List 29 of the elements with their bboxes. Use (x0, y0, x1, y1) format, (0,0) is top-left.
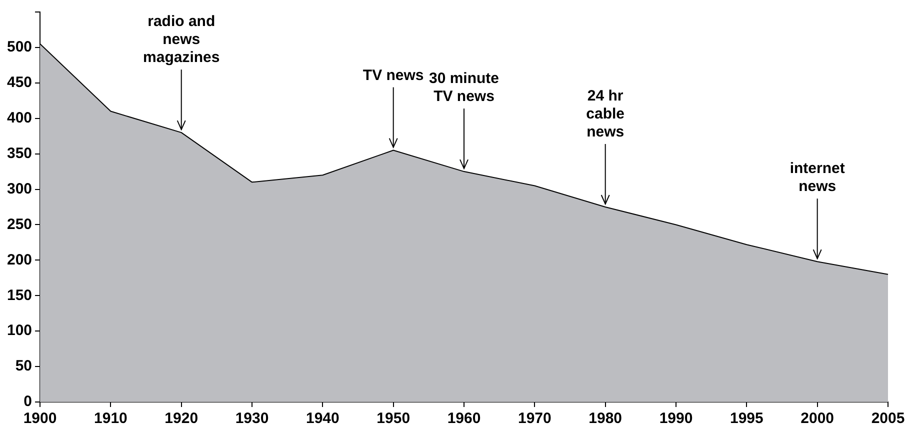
y-tick-label: 0 (24, 393, 32, 410)
x-tick-label: 1980 (588, 410, 622, 428)
x-tick-label: 1920 (164, 410, 198, 428)
annotation: TV news (362, 66, 424, 84)
x-tick-label: 1900 (23, 410, 57, 428)
annotation: 24 hr cable news (586, 88, 625, 141)
x-tick-label: 1950 (376, 410, 410, 428)
y-tick-label: 50 (15, 358, 32, 375)
x-tick-label: 1940 (306, 410, 340, 428)
y-tick-label: 450 (6, 74, 32, 92)
x-tick-label: 1990 (659, 410, 693, 428)
x-tick-label: 2005 (871, 410, 905, 428)
annotation: internet news (790, 160, 845, 196)
y-tick-label: 200 (6, 251, 32, 268)
x-tick-label: 1960 (447, 410, 481, 428)
annotation: 30 minute TV news (429, 70, 500, 106)
y-tick-label: 500 (6, 38, 32, 56)
x-tick-label: 1930 (235, 410, 269, 428)
y-tick-label: 300 (6, 180, 32, 198)
x-tick-label: 1995 (730, 410, 764, 428)
x-tick-label: 1970 (518, 410, 552, 428)
annotation: radio and news magazines (143, 13, 220, 66)
y-tick-label: 400 (6, 110, 32, 127)
y-tick-label: 150 (6, 286, 32, 304)
y-tick-label: 250 (6, 216, 32, 233)
y-tick-label: 350 (6, 144, 32, 162)
y-tick-label: 100 (6, 322, 32, 340)
x-tick-label: 2000 (800, 410, 834, 428)
x-tick-label: 1910 (94, 410, 128, 428)
